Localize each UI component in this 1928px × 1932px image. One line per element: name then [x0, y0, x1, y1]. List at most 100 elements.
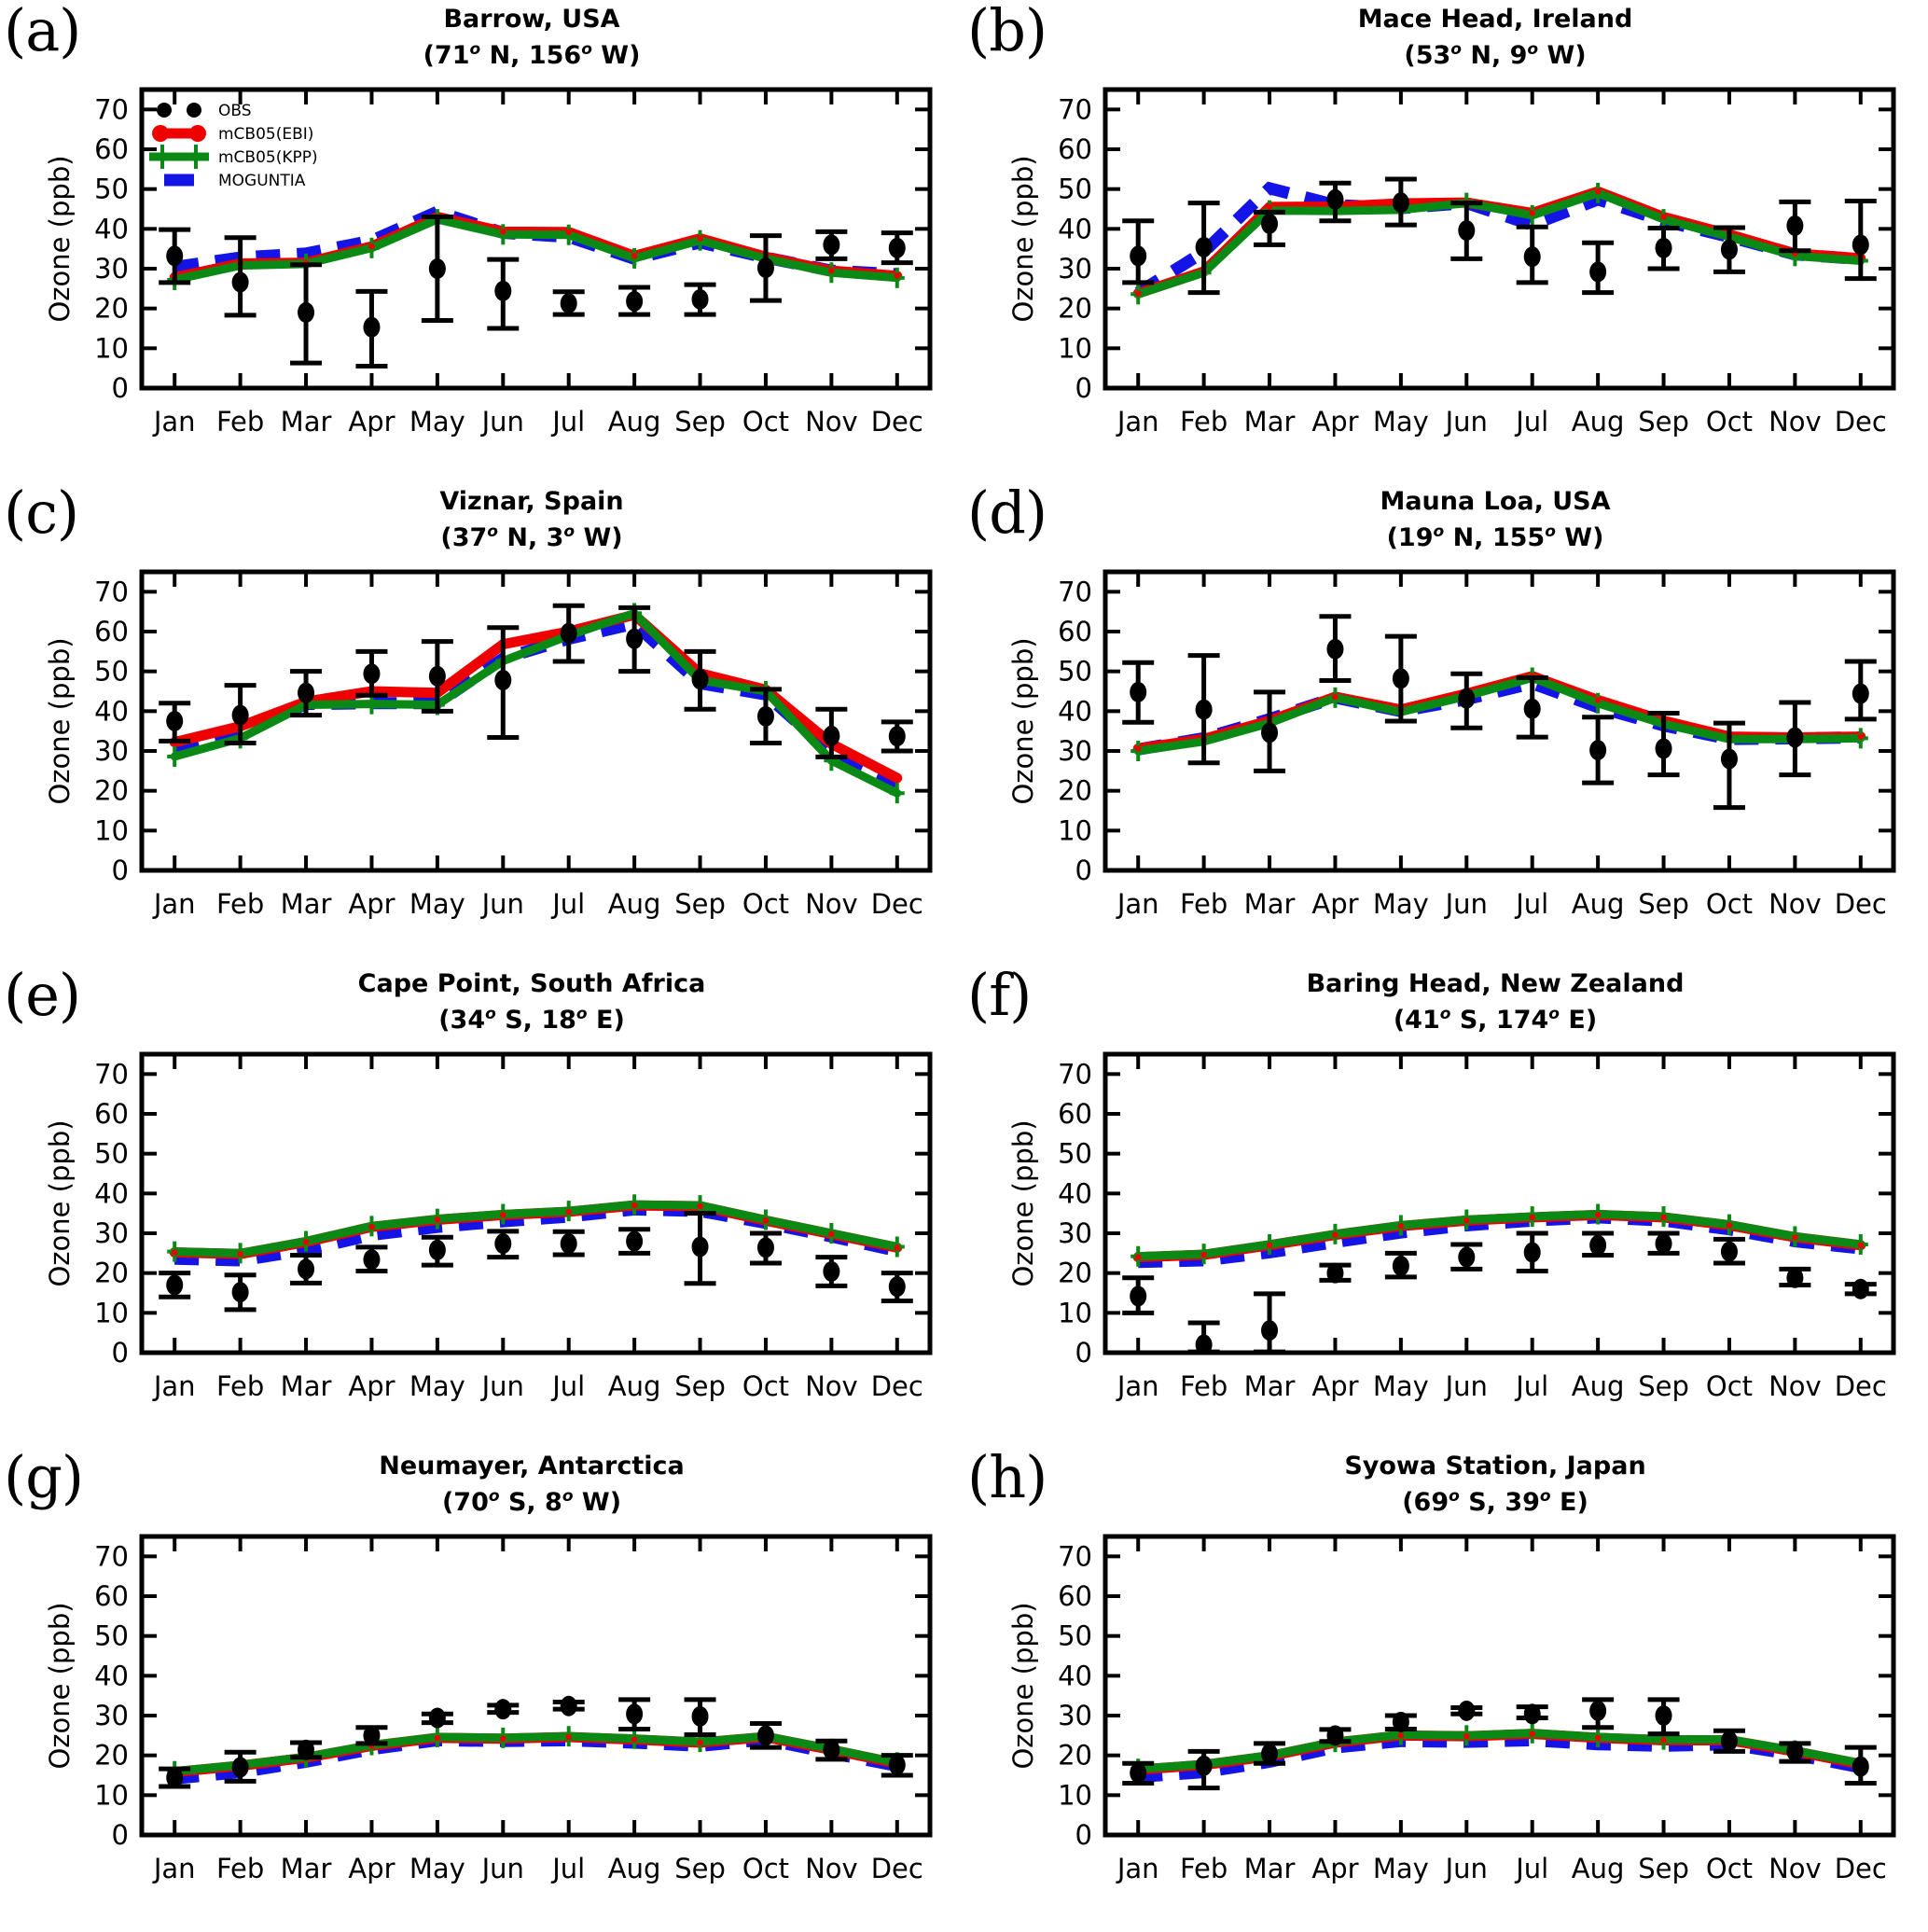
y-tick-label: 70: [1058, 1058, 1092, 1090]
y-tick-label: 50: [94, 656, 129, 688]
obs-point: [231, 271, 249, 293]
x-tick-label-aug: Aug: [608, 1370, 661, 1402]
x-tick-label-jan: Jan: [152, 1853, 196, 1884]
obs-point: [1326, 638, 1344, 660]
y-tick-label: 30: [94, 1700, 129, 1731]
x-tick-label-mar: Mar: [1244, 406, 1296, 438]
series-mcb05-kpp: [170, 608, 902, 798]
ebi-marker: [631, 1202, 638, 1209]
obs-point: [494, 280, 512, 301]
y-tick-label: 50: [1058, 1620, 1092, 1652]
x-tick-label-oct: Oct: [742, 888, 789, 920]
ebi-marker: [565, 1208, 572, 1216]
x-tick-label-oct: Oct: [742, 1370, 789, 1402]
obs-point: [298, 1258, 315, 1280]
ebi-marker: [1529, 210, 1535, 216]
x-tick-label-mar: Mar: [1244, 1370, 1296, 1402]
ebi-marker: [368, 243, 375, 250]
panel-title-station: Baring Head, New Zealand: [1306, 969, 1685, 998]
ebi-marker: [237, 1250, 243, 1258]
y-tick-label: 60: [1058, 616, 1092, 647]
y-tick-label: 70: [1058, 93, 1092, 125]
ebi-marker: [434, 1216, 441, 1223]
ebi-marker: [1792, 1234, 1798, 1241]
obs-point: [1523, 698, 1541, 719]
x-tick-label-sep: Sep: [1638, 1370, 1689, 1402]
obs-point: [888, 237, 906, 258]
axes-frame: [1103, 569, 1896, 873]
y-axis-title: Ozone (ppb): [1007, 155, 1039, 322]
obs-point: [428, 258, 446, 279]
series-mcb05-kpp: [1133, 1210, 1866, 1261]
plot-area-h: 0 10 20 30 40 50 60 70 Jan Feb Mar Apr May Jun Jul Aug S…: [1007, 1534, 1896, 1884]
obs-point: [823, 725, 840, 746]
x-tick-label-nov: Nov: [805, 1370, 858, 1402]
obs-point: [1786, 1741, 1804, 1762]
obs-point: [1130, 1286, 1147, 1307]
obs-point: [1261, 213, 1279, 234]
legend-label: mCB05(KPP): [218, 148, 318, 167]
y-tick-label: 30: [94, 1217, 129, 1249]
x-tick-label-nov: Nov: [805, 406, 858, 438]
y-axis-title: Ozone (ppb): [1007, 1602, 1039, 1769]
obs-point: [626, 1230, 644, 1252]
y-tick-label: 40: [1058, 1177, 1092, 1209]
y-tick-label: 70: [94, 93, 129, 125]
legend-item-obs: OBS: [157, 102, 252, 120]
x-tick-label-apr: Apr: [1311, 1370, 1358, 1402]
obs-point: [298, 301, 315, 323]
panel-title-f: Baring Head, New Zealand (41o S, 174o E): [1103, 968, 1887, 1035]
y-tick-label: 50: [94, 1138, 129, 1170]
obs-point: [1195, 236, 1213, 257]
x-tick-label-may: May: [1373, 888, 1429, 920]
ebi-marker: [631, 1736, 638, 1743]
obs-point: [560, 1695, 577, 1717]
x-tick-label-may: May: [1373, 1370, 1429, 1402]
y-tick-label: 0: [1075, 1337, 1092, 1369]
ebi-marker: [1397, 1732, 1405, 1739]
y-tick-label: 50: [1058, 1138, 1092, 1170]
x-tick-label-feb: Feb: [216, 888, 264, 920]
panel-tag-d: (d): [967, 479, 1047, 547]
ebi-marker: [828, 267, 835, 274]
x-tick-label-sep: Sep: [674, 1853, 726, 1884]
y-tick-label: 70: [94, 576, 129, 607]
panel-title-b: Mace Head, Ireland (53o N, 9o W): [1103, 4, 1887, 71]
panel-title-station: Barrow, USA: [443, 5, 620, 34]
obs-point: [298, 682, 315, 703]
plot-area-a: 0 10 20 30 40 50 60 70 Jan Feb Mar Apr May Jun Jul Aug S…: [44, 87, 933, 438]
y-tick-label: 20: [94, 1258, 129, 1289]
obs-point: [1326, 188, 1344, 210]
y-tick-label: 60: [94, 1580, 129, 1612]
ebi-marker: [1857, 733, 1864, 740]
x-tick-label-mar: Mar: [1244, 888, 1296, 920]
axes-frame: [1103, 1051, 1896, 1355]
ebi-marker: [1463, 1217, 1470, 1224]
plot-area-c: 0 10 20 30 40 50 60 70 Jan Feb Mar Apr May Jun Jul Aug S…: [44, 569, 933, 920]
x-tick-label-aug: Aug: [1572, 406, 1625, 438]
panel-e: (e) Cape Point, South Africa (34o S, 18o E…: [0, 965, 964, 1447]
obs-point: [428, 665, 446, 687]
obs-point: [756, 705, 774, 727]
x-tick-label-feb: Feb: [1180, 1853, 1228, 1884]
x-tick-label-dec: Dec: [1835, 888, 1887, 920]
obs-point: [1786, 1267, 1804, 1288]
obs-point: [1195, 1755, 1213, 1776]
y-axis-title: Ozone (ppb): [44, 1602, 76, 1769]
ebi-marker: [1397, 1223, 1405, 1230]
obs-point: [756, 1725, 774, 1746]
obs-point: [1720, 239, 1738, 260]
x-tick-label-jun: Jun: [480, 1370, 524, 1402]
ebi-marker: [631, 253, 638, 259]
x-tick-label-sep: Sep: [1638, 888, 1689, 920]
obs-point: [363, 1725, 381, 1746]
obs-point: [1261, 722, 1279, 744]
y-tick-label: 20: [1058, 1740, 1092, 1772]
panel-tag-f: (f): [967, 961, 1032, 1029]
ebi-marker: [500, 1735, 506, 1742]
panel-f: (f) Baring Head, New Zealand (41o S, 174o …: [964, 965, 1927, 1447]
x-tick-label-nov: Nov: [1768, 1370, 1822, 1402]
x-tick-label-may: May: [409, 406, 465, 438]
x-tick-label-apr: Apr: [1311, 406, 1358, 438]
